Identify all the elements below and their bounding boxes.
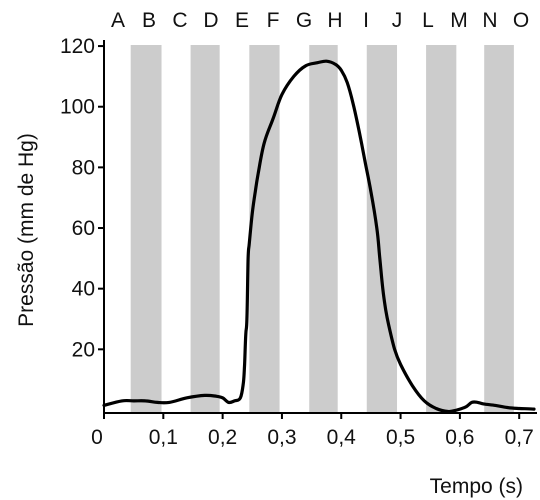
x-tick-label: 0,2 — [208, 426, 237, 449]
x-ticks: 0 0,1 0,2 0,3 0,4 0,5 0,6 0,7 — [91, 413, 534, 449]
y-tick-label: 60 — [72, 217, 95, 240]
phase-band-3 — [309, 45, 338, 413]
phase-label-F: F — [267, 9, 280, 32]
phase-label-O: O — [513, 9, 529, 32]
y-tick-label: 20 — [72, 338, 95, 361]
x-tick-label: 0 — [91, 426, 103, 449]
phase-label-J: J — [392, 9, 403, 32]
phase-label-D: D — [203, 9, 218, 32]
phase-label-L: L — [422, 9, 434, 32]
phase-label-M: M — [450, 9, 468, 32]
phase-label-A: A — [111, 9, 125, 32]
phase-band-0 — [130, 45, 162, 413]
y-tick-label: 80 — [72, 156, 95, 179]
x-axis-label: Tempo (s) — [430, 475, 523, 498]
y-axis-label: Pressão (mm de Hg) — [15, 133, 38, 327]
x-tick-label: 0,5 — [386, 426, 415, 449]
phase-label-H: H — [327, 9, 342, 32]
phase-band-2 — [249, 45, 280, 413]
phase-band-6 — [484, 45, 514, 413]
x-tick-label: 0,6 — [445, 426, 474, 449]
phase-label-E: E — [235, 9, 249, 32]
y-tick-label: 120 — [60, 35, 95, 58]
phase-band-5 — [426, 45, 457, 413]
phase-label-B: B — [142, 9, 156, 32]
phase-label-C: C — [172, 9, 187, 32]
phase-band-1 — [190, 45, 220, 413]
y-tick-label: 40 — [72, 278, 95, 301]
x-tick-label: 0,1 — [149, 426, 178, 449]
phase-band-4 — [366, 45, 398, 413]
x-tick-label: 0,4 — [327, 426, 357, 449]
phase-label-G: G — [296, 9, 312, 32]
axes — [103, 40, 537, 414]
y-tick-label: 100 — [60, 96, 95, 119]
x-tick-label: 0,7 — [505, 426, 534, 449]
phase-bands — [130, 45, 514, 413]
phase-label-I: I — [363, 9, 369, 32]
pressure-curve — [102, 59, 536, 414]
phase-label-N: N — [482, 9, 497, 32]
y-ticks: 20 40 60 80 100 120 — [60, 35, 104, 361]
x-tick-label: 0,3 — [267, 426, 296, 449]
